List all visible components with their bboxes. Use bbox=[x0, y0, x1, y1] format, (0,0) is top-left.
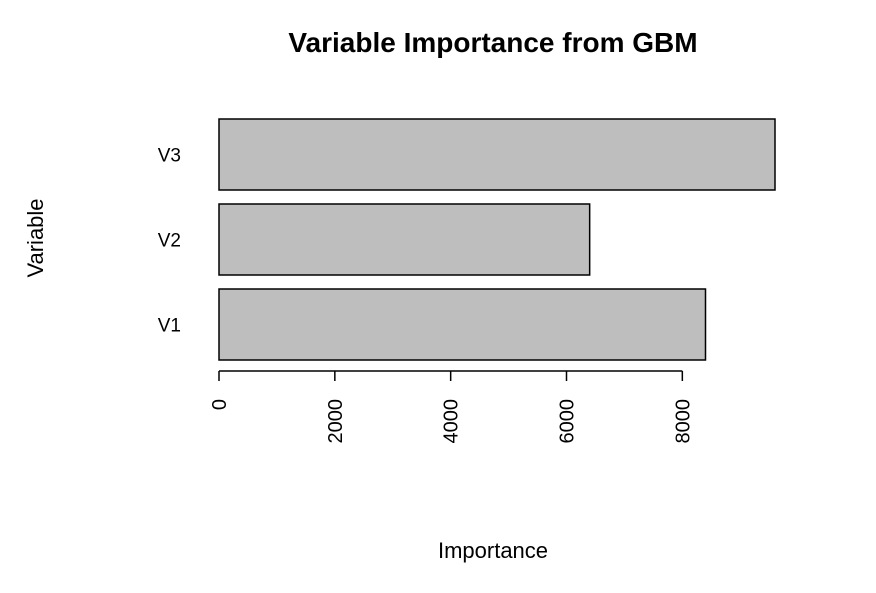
category-label-v1: V1 bbox=[158, 316, 181, 337]
bar-v2 bbox=[218, 203, 591, 276]
x-tick-label: 4000 bbox=[441, 399, 463, 444]
x-tick-label: 0 bbox=[209, 399, 231, 410]
x-tick-label: 6000 bbox=[557, 399, 579, 444]
x-axis-title: Importance bbox=[438, 538, 548, 563]
category-label-v2: V2 bbox=[158, 231, 181, 252]
category-label-v3: V3 bbox=[158, 146, 181, 167]
bar-v3 bbox=[218, 118, 776, 191]
x-tick-label: 8000 bbox=[672, 399, 694, 444]
bar-v1 bbox=[218, 288, 707, 361]
chart-title: Variable Importance from GBM bbox=[288, 27, 697, 58]
x-tick-label: 2000 bbox=[325, 399, 347, 444]
bars-group bbox=[218, 118, 776, 361]
category-labels: V1 V2 V3 bbox=[158, 146, 181, 337]
x-axis: 0 2000 4000 6000 8000 bbox=[209, 370, 694, 444]
y-axis-title: Variable bbox=[23, 198, 48, 277]
